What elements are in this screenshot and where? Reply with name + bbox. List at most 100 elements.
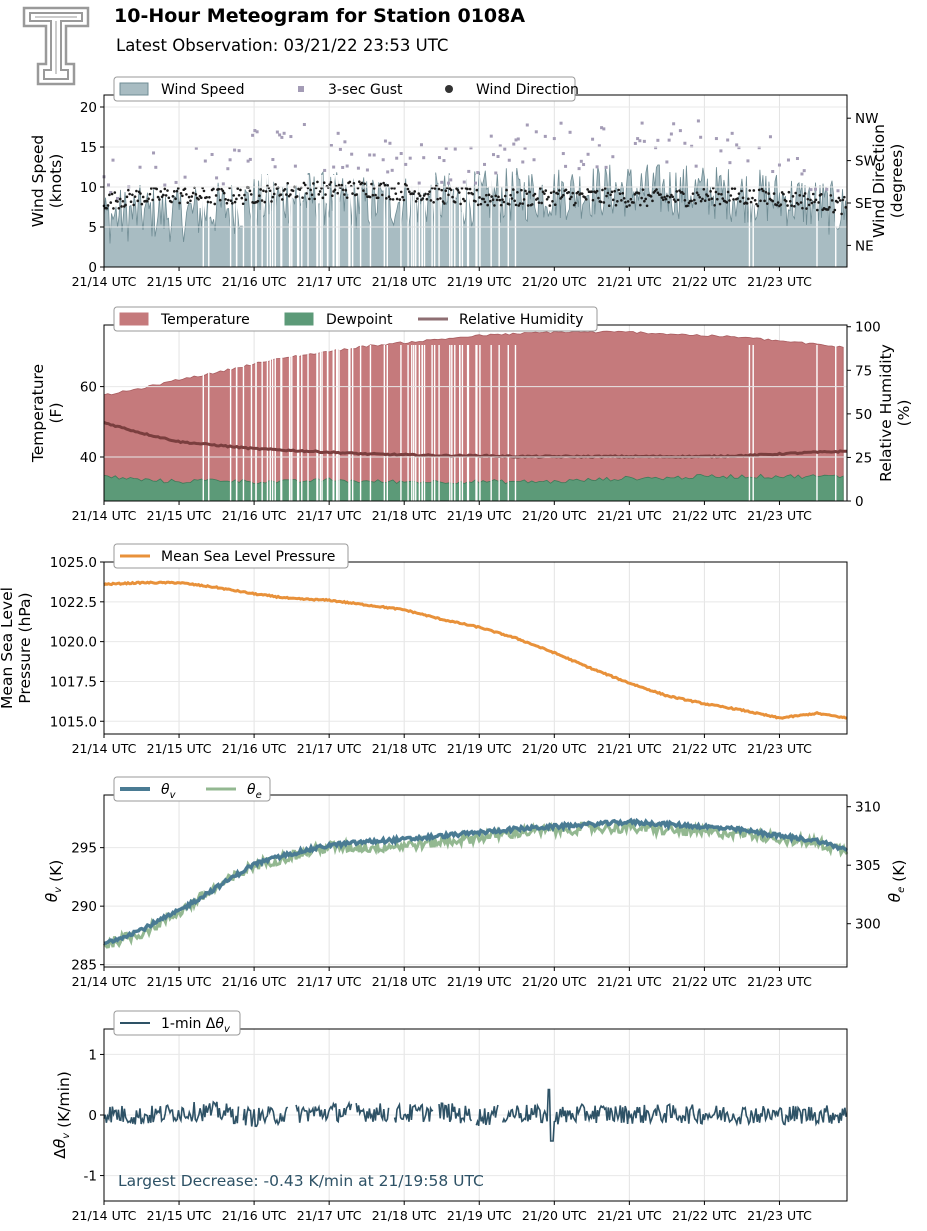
gust-point — [390, 168, 394, 172]
gust-point — [226, 167, 230, 171]
wind-direction-point — [110, 192, 114, 196]
y-axis-label: Δθv (K/min) — [51, 1071, 73, 1159]
wind-direction-point — [447, 193, 450, 197]
wind-direction-point — [786, 204, 789, 207]
wind-direction-point — [405, 184, 408, 187]
wind-direction-point — [222, 191, 226, 195]
gust-point — [730, 131, 734, 135]
wind-direction-point — [274, 183, 277, 186]
x-tick-label: 21/22 UTC — [672, 274, 737, 289]
wind-direction-point — [324, 193, 327, 196]
legend-swatch — [119, 312, 149, 326]
wind-direction-point — [141, 195, 145, 199]
gust-point — [514, 138, 518, 142]
gust-point — [372, 153, 376, 157]
wind-direction-point — [148, 192, 152, 196]
wind-direction-point — [463, 199, 466, 203]
wind-direction-point — [767, 192, 770, 195]
wind-direction-point — [424, 192, 427, 196]
texas-tech-double-t-logo-icon — [22, 6, 90, 90]
y-tick-label: 15 — [80, 140, 97, 156]
wind-direction-point — [829, 194, 833, 197]
wind-direction-point — [343, 193, 346, 196]
wind-direction-point — [189, 199, 192, 203]
wind-direction-point — [485, 193, 488, 197]
gust-point — [690, 144, 694, 148]
wind-direction-point — [298, 188, 302, 191]
plot-frame — [103, 1028, 848, 1202]
wind-direction-point — [132, 203, 136, 207]
gust-point — [383, 139, 387, 143]
y-tick-label: 1020.0 — [50, 635, 97, 651]
gust-point — [771, 170, 775, 174]
y2-tick-label: 310 — [855, 800, 881, 816]
wind-direction-point — [328, 183, 331, 186]
wind-direction-point — [794, 191, 797, 195]
wind-direction-point — [539, 187, 542, 190]
wind-direction-point — [701, 197, 704, 201]
wind-direction-point — [164, 194, 168, 197]
x-tick-label: 21/15 UTC — [147, 274, 212, 289]
wind-direction-point — [788, 199, 792, 203]
legend: Wind Speed 3-sec Gust Wind Direction — [113, 76, 579, 102]
wind-direction-point — [752, 189, 756, 192]
y2-tick-label: 100 — [855, 320, 881, 336]
panel-theta: 285 290 295 300 305 310 21/14 UTC 21/15 UTC 21/1… — [43, 776, 908, 989]
wind-direction-point — [108, 193, 111, 197]
y2-tick-label: 300 — [855, 917, 881, 933]
x-tick-label: 21/23 UTC — [747, 1208, 812, 1223]
gust-point — [469, 146, 473, 150]
wind-direction-point — [244, 198, 248, 202]
gust-point — [516, 137, 520, 141]
wind-direction-point — [714, 190, 718, 194]
wind-direction-point — [476, 203, 480, 207]
wind-direction-point — [190, 195, 194, 198]
gust-point — [559, 121, 563, 125]
gust-point — [737, 146, 741, 150]
wind-direction-point — [738, 200, 742, 203]
y-tick-label: 1022.5 — [50, 595, 97, 611]
wind-direction-point — [505, 188, 508, 192]
wind-direction-point — [444, 189, 448, 192]
wind-direction-point — [755, 202, 758, 206]
wind-direction-point — [765, 202, 769, 205]
x-tick-label: 21/19 UTC — [447, 741, 512, 756]
wind-direction-point — [125, 195, 129, 199]
wind-direction-point — [787, 190, 791, 194]
gust-point — [253, 129, 257, 133]
x-tick-label: 21/20 UTC — [522, 508, 587, 523]
wind-direction-point — [699, 199, 703, 203]
wind-direction-point — [170, 200, 173, 204]
gust-point — [356, 166, 360, 170]
y-tick-label: 10 — [80, 180, 97, 196]
gust-point — [795, 157, 799, 161]
wind-direction-point — [225, 201, 229, 205]
wind-direction-point — [526, 204, 530, 207]
wind-direction-point — [548, 204, 552, 207]
gust-point — [694, 164, 698, 168]
x-tick-label: 21/18 UTC — [372, 974, 437, 989]
wind-direction-point — [568, 197, 572, 201]
wind-direction-point — [140, 202, 144, 206]
wind-direction-point — [279, 193, 283, 196]
x-tick-label: 21/18 UTC — [372, 1208, 437, 1223]
wind-direction-point — [757, 188, 761, 192]
gust-point — [404, 162, 408, 166]
wind-direction-point — [159, 190, 163, 193]
wind-direction-point — [217, 187, 221, 191]
wind-direction-point — [187, 195, 191, 199]
wind-direction-point — [694, 202, 697, 205]
wind-direction-point — [124, 203, 127, 207]
wind-direction-point — [828, 206, 831, 209]
wind-direction-point — [194, 193, 198, 196]
wind-direction-point — [320, 186, 323, 190]
wind-direction-point — [493, 204, 496, 207]
wind-direction-point — [105, 206, 109, 210]
wind-direction-point — [262, 189, 265, 193]
temperature-area — [103, 330, 844, 502]
wind-direction-point — [174, 197, 177, 201]
wind-direction-point — [393, 187, 396, 190]
wind-direction-point — [771, 199, 774, 203]
wind-direction-point — [362, 189, 365, 192]
wind-direction-point — [318, 190, 322, 193]
